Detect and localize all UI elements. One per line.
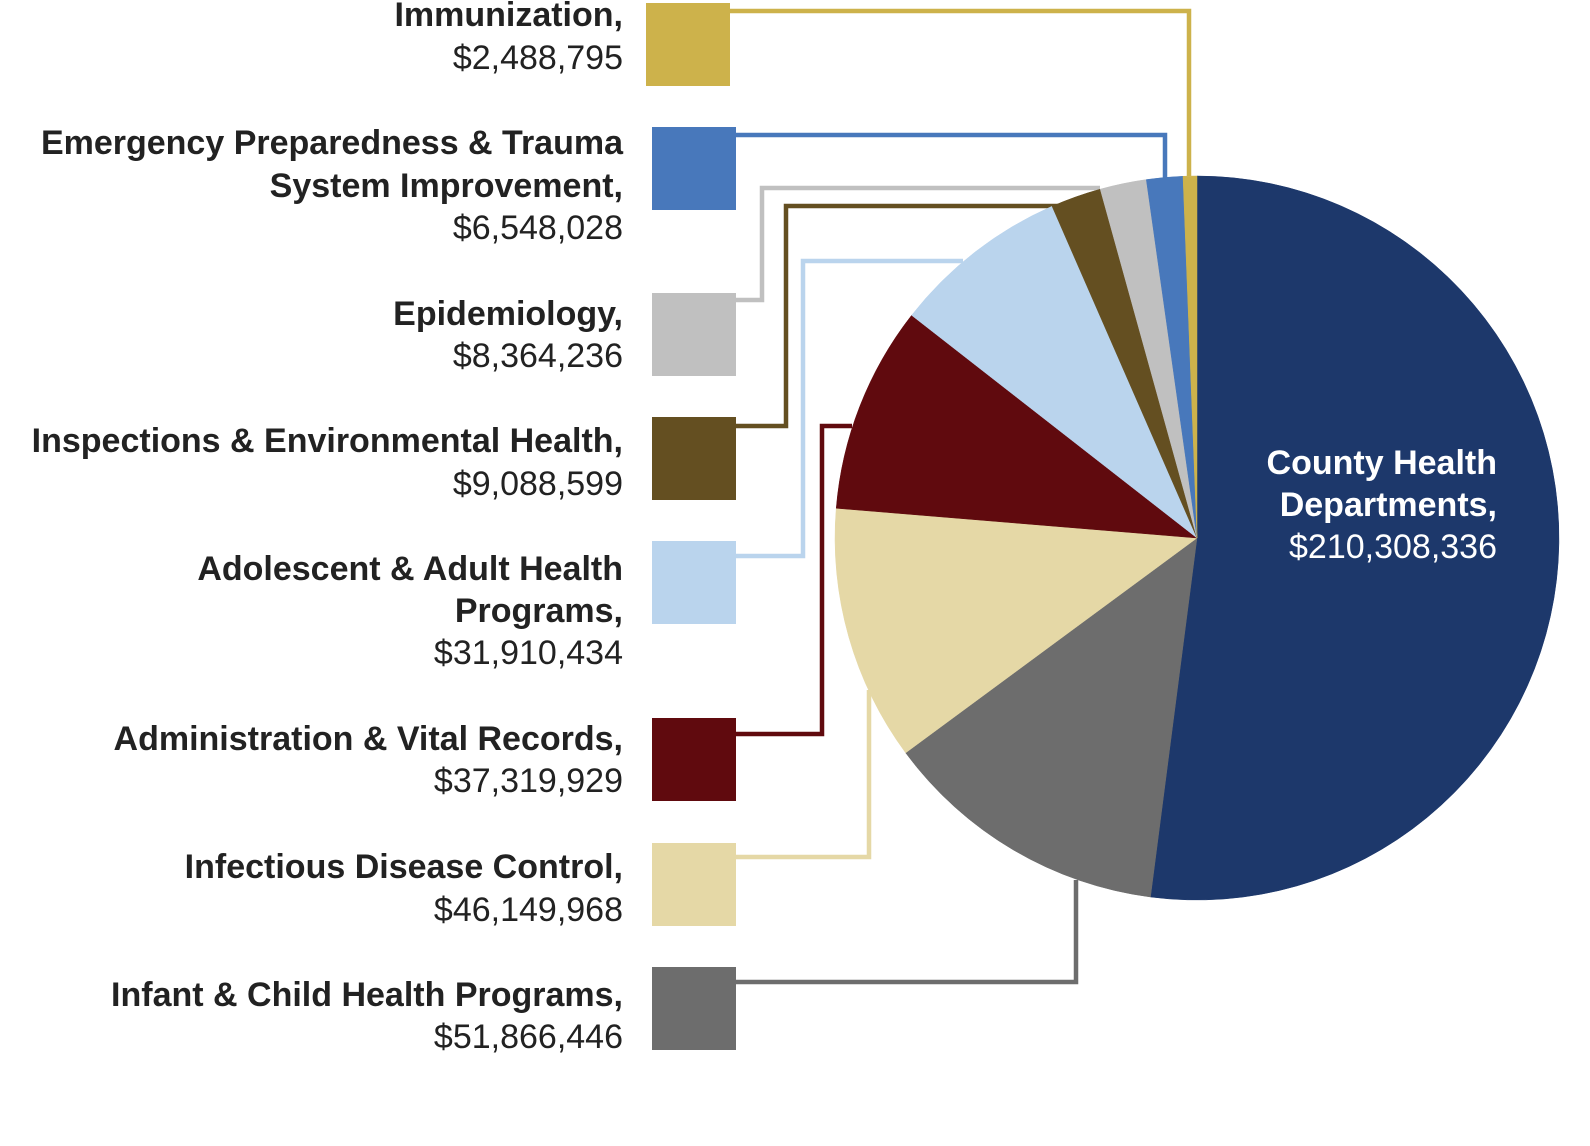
connector-epidemiology: [736, 185, 1100, 303]
slice-value-label: $9,088,599: [453, 465, 623, 503]
legend-swatch-adolescent-adult-health-programs: [652, 541, 736, 624]
connector-administration-vital-records: [736, 423, 852, 737]
slice-name-label: Adolescent & Adult Health: [197, 550, 623, 588]
slice-name-label: Emergency Preparedness & Trauma: [41, 124, 624, 162]
slice-name-label: Immunization,: [394, 0, 623, 34]
pie-slice-infant-child-health-programs: [905, 537, 1198, 898]
pie-slice-county-health-departments: [1150, 175, 1560, 901]
slice-name-label: System Improvement,: [270, 167, 623, 205]
connector-inspections-environmental-health: [695, 203, 1063, 429]
pie-slice-immunization: [1182, 175, 1198, 539]
slice-labels: County Health Departments, $210,308,336 Inf…: [32, 0, 1497, 1056]
slice-name-label: Programs,: [455, 592, 623, 630]
slice-name-label: Departments,: [1280, 486, 1497, 524]
pie-slice-adolescent-adult-health-programs: [911, 205, 1198, 539]
connector-infectious-disease-control: [736, 690, 872, 860]
legend-swatch-infectious-disease-control: [652, 843, 736, 926]
pie-slice-administration-vital-records: [835, 314, 1198, 539]
slice-value-label: $2,488,795: [453, 39, 623, 77]
slice-value-label: $6,548,028: [453, 209, 623, 247]
legend-swatch-epidemiology: [652, 293, 736, 376]
slice-name-label: County Health: [1267, 444, 1497, 482]
connector-lines: [695, 8, 1192, 985]
slice-value-label: $210,308,336: [1289, 528, 1497, 566]
legend-swatch-inspections-environmental-health: [652, 417, 736, 500]
slice-name-label: Inspections & Environmental Health,: [32, 422, 623, 460]
slice-name-label: Administration & Vital Records,: [114, 720, 623, 758]
legend-swatches: [646, 3, 736, 1050]
slice-value-label: $8,364,236: [453, 337, 623, 375]
pie-slice-infectious-disease-control: [834, 507, 1198, 754]
legend-swatch-emergency-preparedness-trauma-system-improvement: [652, 127, 736, 210]
slice-value-label: $31,910,434: [434, 634, 623, 672]
slice-value-label: $37,319,929: [434, 762, 623, 800]
legend-swatch-immunization: [646, 3, 730, 86]
slice-value-label: $51,866,446: [434, 1018, 623, 1056]
slice-name-label: Infant & Child Health Programs,: [111, 976, 623, 1014]
legend-swatch-administration-vital-records: [652, 718, 736, 801]
connector-adolescent-adult-health-programs: [736, 258, 963, 559]
connector-immunization: [730, 8, 1192, 176]
connector-infant-child-health-programs: [736, 880, 1079, 985]
connector-emergency-preparedness-trauma-system-improvement: [736, 132, 1168, 180]
slice-name-label: Epidemiology,: [393, 295, 623, 333]
slice-value-label: $46,149,968: [434, 891, 623, 929]
slice-name-label: Infectious Disease Control,: [185, 848, 623, 886]
pie-slices: [834, 175, 1560, 901]
legend-swatch-infant-child-health-programs: [652, 967, 736, 1050]
